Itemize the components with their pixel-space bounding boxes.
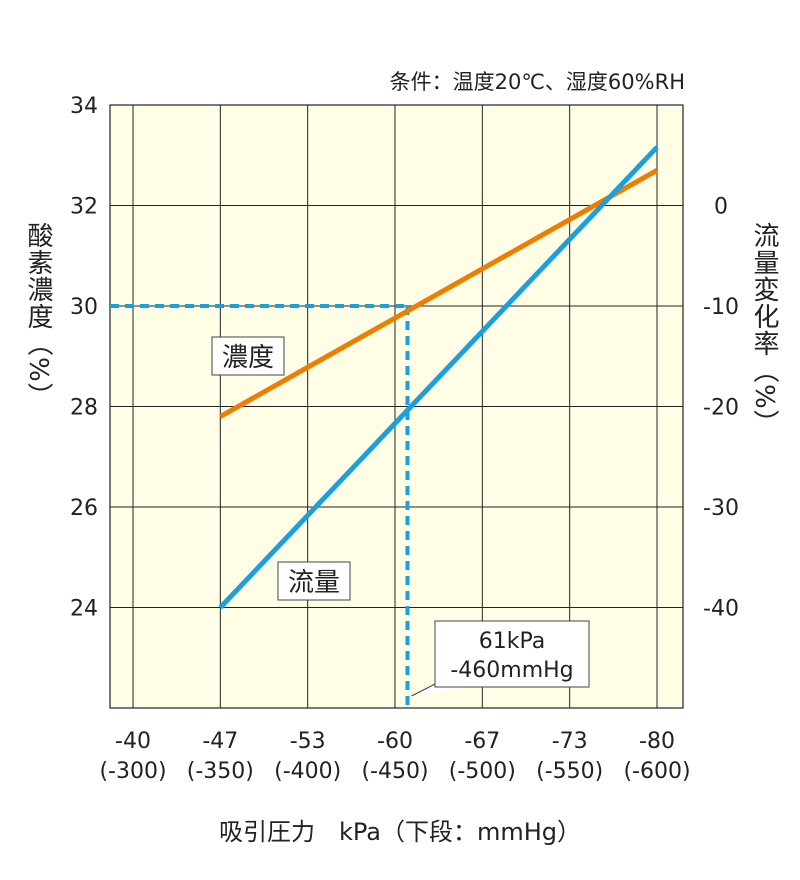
x-tick-label: -67 <box>464 729 500 754</box>
y-tick-label-right: -40 <box>703 597 739 622</box>
y-axis-left-label: 酸素濃度（%） <box>23 222 53 410</box>
x-tick-label: -73 <box>552 729 588 754</box>
annotation-box <box>434 620 590 688</box>
series-label: 濃度 <box>222 343 274 373</box>
y-tick-label-right: -30 <box>703 496 739 521</box>
annotation-text-kpa: 61kPa <box>479 629 546 654</box>
series-label-box <box>211 336 285 376</box>
series-line-flow <box>218 145 659 610</box>
x-tick-label: -80 <box>639 729 675 754</box>
x-tick-label: -53 <box>290 729 326 754</box>
series-line-concentration <box>219 168 659 419</box>
x-tick-label-mmhg: (-350) <box>187 759 254 784</box>
y-axis-right-label: 流量変化率（%） <box>749 222 779 437</box>
y-tick-label-left: 32 <box>70 195 98 220</box>
x-tick-label-mmhg: (-600) <box>623 759 690 784</box>
x-tick-label: -47 <box>202 729 238 754</box>
y-tick-label-left: 24 <box>70 597 98 622</box>
x-tick-label-mmhg: (-300) <box>99 759 166 784</box>
x-tick-label-mmhg: (-450) <box>361 759 428 784</box>
y-tick-label-left: 26 <box>70 496 98 521</box>
x-tick-label-mmhg: (-400) <box>274 759 341 784</box>
x-axis-label: 吸引圧力 kPa（下段：mmHg） <box>218 818 582 846</box>
x-tick-label-mmhg: (-550) <box>536 759 603 784</box>
condition-note: 条件：温度20℃、湿度60%RH <box>389 70 685 94</box>
x-tick-label: -60 <box>377 729 413 754</box>
y-tick-label-right: 0 <box>714 195 728 220</box>
plot-border <box>109 104 684 709</box>
x-tick-label-mmhg: (-500) <box>449 759 516 784</box>
y-tick-label-left: 34 <box>70 94 98 119</box>
x-tick-label: -40 <box>115 729 151 754</box>
series-label-box <box>277 561 351 601</box>
y-tick-label-left: 30 <box>70 295 98 320</box>
annotation-text-mmhg: -460mmHg <box>450 658 573 683</box>
y-tick-label-right: -10 <box>703 295 739 320</box>
series-label: 流量 <box>288 568 340 598</box>
y-tick-label-left: 28 <box>70 396 98 421</box>
y-tick-label-right: -20 <box>703 396 739 421</box>
